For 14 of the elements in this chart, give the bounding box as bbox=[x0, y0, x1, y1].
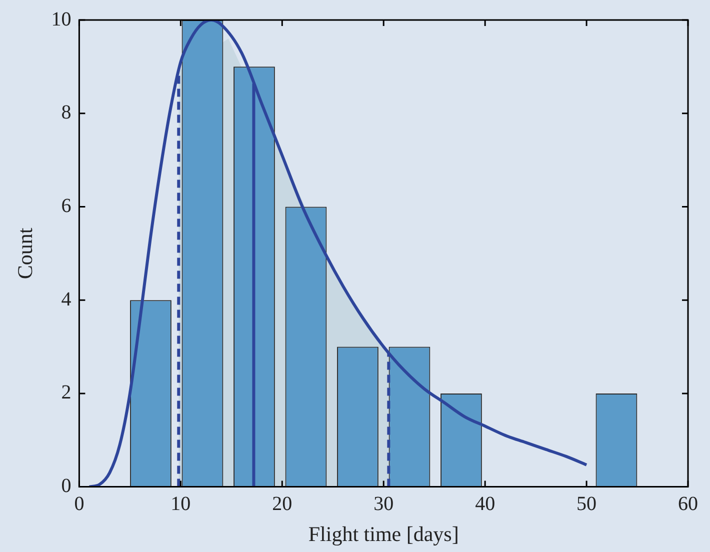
x-tick-label: 20 bbox=[272, 493, 292, 516]
x-tick-label: 50 bbox=[576, 493, 597, 516]
y-axis-title: Count bbox=[13, 228, 38, 280]
y-tick-label: 2 bbox=[61, 382, 72, 404]
y-tick-label: 4 bbox=[61, 288, 72, 310]
x-tick-label: 10 bbox=[170, 493, 191, 516]
y-tick-label: 0 bbox=[61, 475, 72, 498]
x-tick-label: 40 bbox=[475, 493, 496, 516]
y-tick-label: 10 bbox=[51, 8, 72, 30]
x-tick-label: 60 bbox=[678, 493, 698, 516]
y-tick-label: 8 bbox=[61, 102, 72, 124]
y-tick-label: 6 bbox=[61, 194, 72, 217]
x-axis-title: Flight time [days] bbox=[308, 522, 459, 546]
x-tick-label: 30 bbox=[374, 493, 394, 516]
